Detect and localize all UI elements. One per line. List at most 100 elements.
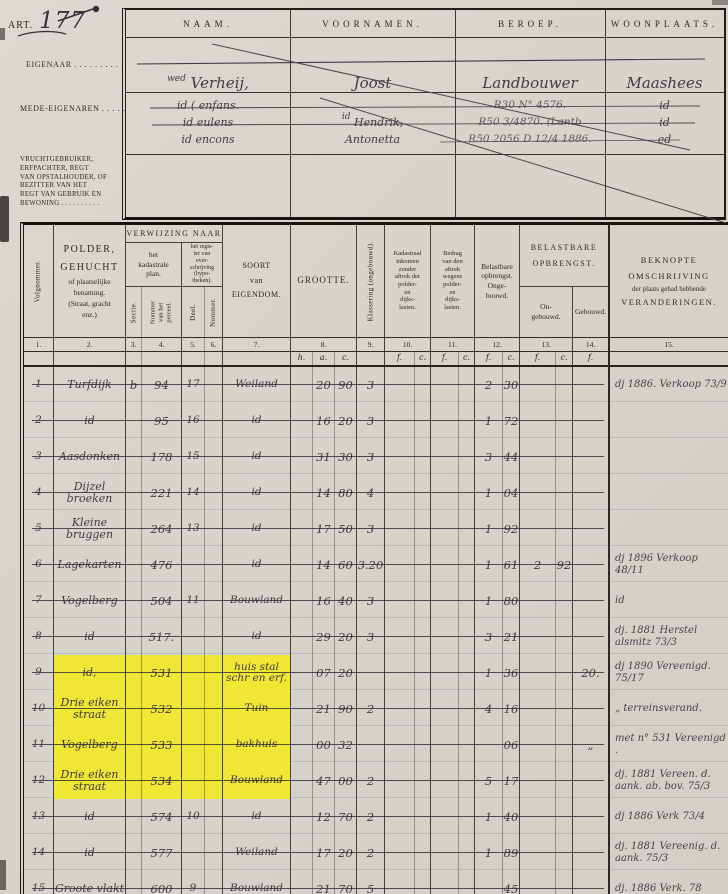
cell-gebouwd-f: „	[573, 727, 610, 763]
cell-nommer	[205, 439, 223, 475]
cell-belastbaar-f: 1	[475, 403, 503, 439]
cell-sectie	[126, 727, 142, 763]
cell-kadastraal-f	[385, 619, 415, 655]
cell-kadastraal-f	[385, 871, 415, 894]
group-header-kadastrale-plan: het kadastrale plan.	[126, 243, 182, 287]
cell-ongebouwd-f	[520, 799, 556, 835]
cell-kadastraal-f	[385, 439, 415, 475]
cell-perceel-nummer: 574	[142, 799, 182, 835]
cell-grootte-a: 17	[313, 511, 335, 547]
cell-grootte-c: 40	[335, 583, 357, 619]
cell-sectie	[126, 799, 142, 835]
cell-ongebouwd-f	[520, 871, 556, 894]
col-header-aftrek: Bedrag van den aftrek wegens polder- en …	[431, 225, 475, 337]
cell-soort-eigendom: Weiland	[223, 367, 291, 403]
cell-aftrek-c	[459, 835, 475, 871]
co-owner-woonplaats: id	[659, 116, 670, 129]
column-number: 11.	[431, 338, 475, 351]
cell-volgnommer: 3	[24, 439, 54, 475]
column-number: 5.	[182, 338, 205, 351]
cell-grootte-a: 20	[313, 367, 335, 403]
cell-kadastraal-c	[415, 619, 431, 655]
cell-grootte-c: 20	[335, 619, 357, 655]
cell-aftrek-f	[431, 511, 459, 547]
cell-ongebouwd-c	[556, 403, 573, 439]
table-row: 13 id 574 10 id 12 70 2 1 40 dj 1886 Ver…	[24, 799, 728, 835]
cell-nommer	[205, 655, 223, 691]
cell-belastbaar-f: 1	[475, 475, 503, 511]
column-number: 15.	[664, 340, 674, 349]
cell-aftrek-c	[459, 475, 475, 511]
col-header-ongebouwd: On- gebouwd.	[520, 287, 573, 337]
cell-veranderingen: dj 1886. Verkoop 73/9	[615, 379, 727, 390]
cell-volgnommer: 9	[24, 655, 54, 691]
col-header-volgnommer: Volgnommer.	[24, 225, 54, 337]
co-owner-row: id encons Antonetta R50 2056 D 12/4 1886…	[126, 133, 724, 150]
cell-deel	[182, 763, 205, 799]
cell-aftrek-c	[459, 799, 475, 835]
cell-grootte-a: 31	[313, 439, 335, 475]
column-number: 6.	[205, 338, 223, 351]
co-owner-voornamen	[290, 99, 455, 116]
cell-klassering: 3	[357, 619, 385, 655]
cell-grootte-a: 07	[313, 655, 335, 691]
cell-aftrek-c	[459, 403, 475, 439]
cell-gebouwd-f	[573, 475, 610, 511]
cell-ongebouwd-c	[556, 367, 573, 403]
cell-veranderingen: dj. 1881 Herstel alsmitz 73/3	[615, 625, 698, 648]
cell-belastbaar-f: 1	[475, 547, 503, 583]
cell-perceel-nummer: 178	[142, 439, 182, 475]
cell-aftrek-f	[431, 799, 459, 835]
cell-kadastraal-c	[415, 511, 431, 547]
cell-grootte-c: 32	[335, 727, 357, 763]
cell-kadastraal-c	[415, 835, 431, 871]
cell-ongebouwd-f	[520, 655, 556, 691]
cell-grootte-h	[291, 691, 313, 727]
cell-polder: id,	[54, 655, 126, 691]
cell-volgnommer: 13	[24, 799, 54, 835]
cell-grootte-a: 00	[313, 727, 335, 763]
cell-veranderingen: dj. 1886 Verk. 78	[615, 883, 702, 894]
table-row: 15 Groote vlakt 600 9 Bouwland 21 70 5 4…	[24, 871, 728, 894]
cell-ongebouwd-c	[556, 691, 573, 727]
column-number: 8.	[291, 338, 357, 351]
column-number: 7.	[223, 338, 291, 351]
cell-grootte-h	[291, 403, 313, 439]
column-number: 4.	[142, 338, 182, 351]
cell-sectie	[126, 583, 142, 619]
cell-sectie	[126, 871, 142, 894]
cell-soort-eigendom: id	[223, 475, 291, 511]
cell-veranderingen	[610, 475, 728, 511]
co-owner-beroep: R50 3/4870. (Lantb	[478, 116, 582, 128]
cell-soort-eigendom: id	[223, 799, 291, 835]
cell-kadastraal-f	[385, 835, 415, 871]
cell-veranderingen	[610, 511, 728, 547]
cell-deel	[182, 727, 205, 763]
cell-aftrek-f	[431, 727, 459, 763]
cell-kadastraal-f	[385, 547, 415, 583]
table-header: Volgnommer. POLDER, GEHUCHT of plaatseli…	[24, 225, 728, 338]
group-header-belastbare-opbrengst: BELASTBARE OPBRENGST.	[520, 225, 610, 287]
cell-deel	[182, 655, 205, 691]
cell-grootte-a: 17	[313, 835, 335, 871]
owner-naam: wed Verheij,	[167, 74, 249, 92]
cell-belastbaar-f: 4	[475, 691, 503, 727]
cell-kadastraal-c	[415, 763, 431, 799]
cell-ongebouwd-c	[556, 835, 573, 871]
cell-gebouwd-f	[573, 439, 610, 475]
cell-nommer	[205, 835, 223, 871]
cell-ongebouwd-f	[520, 763, 556, 799]
cell-aftrek-f	[431, 691, 459, 727]
cell-veranderingen	[610, 403, 728, 439]
table-body: 1 Turfdijk b 94 17 Weiland 20 90 3 2 30 …	[24, 367, 728, 894]
art-label: ART.	[8, 20, 34, 31]
cell-gebouwd-f: 20.	[573, 655, 610, 691]
table-row: 6 Lagekarten 476 id 14 60 3.20 1 61 2 92…	[24, 547, 728, 583]
cell-aftrek-c	[459, 763, 475, 799]
cell-deel: 17	[182, 367, 205, 403]
ink-blob	[92, 5, 100, 13]
cell-belastbaar-c: 80	[503, 583, 520, 619]
owner-woonplaats: Maashees	[626, 74, 703, 92]
cell-kadastraal-c	[415, 367, 431, 403]
cell-gebouwd-f	[573, 547, 610, 583]
